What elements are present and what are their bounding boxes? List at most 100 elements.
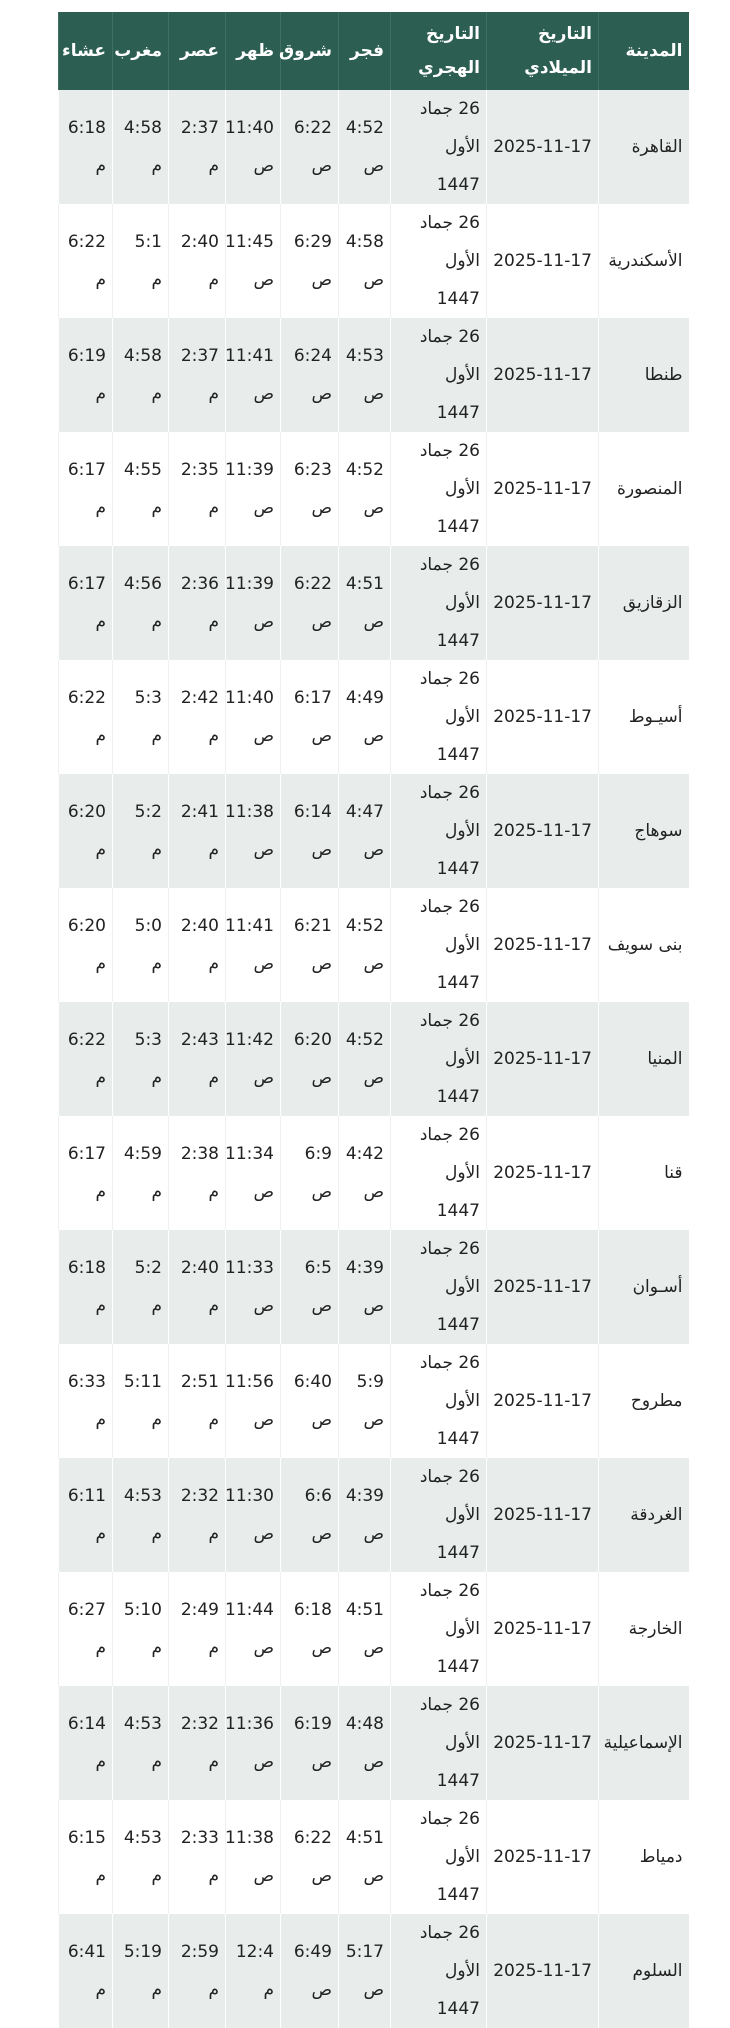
- header-maghrib: مغرب: [112, 12, 169, 90]
- cell-dhuhr: 11:38 ص: [225, 774, 281, 888]
- cell-dhuhr: 11:40 ص: [225, 90, 281, 204]
- cell-hijri: 26 جماد الأول 1447: [390, 1686, 487, 1800]
- cell-asr: 2:59 م: [168, 1914, 226, 2028]
- cell-gregorian: 2025-11-17: [486, 1002, 599, 1116]
- table-row: قنا 2025-11-17 26 جماد الأول 1447 4:42 ص 6:9…: [58, 1116, 689, 1230]
- cell-maghrib: 5:0 م: [112, 888, 169, 1002]
- table-row: طنطا 2025-11-17 26 جماد الأول 1447 4:53 ص 6:…: [58, 318, 689, 432]
- table-row: الأسكندرية 2025-11-17 26 جماد الأول 1447 4:…: [58, 204, 689, 318]
- table-header-row: المدينة التاريخ الميلادي التاريخ الهجري …: [58, 12, 689, 90]
- cell-isha: 6:22 م: [58, 1002, 113, 1116]
- cell-city: دمياط: [598, 1800, 689, 1914]
- cell-shuruq: 6:22 ص: [280, 546, 339, 660]
- cell-fajr: 4:39 ص: [338, 1230, 391, 1344]
- table-row: المنيا 2025-11-17 26 جماد الأول 1447 4:52 ص…: [58, 1002, 689, 1116]
- cell-isha: 6:33 م: [58, 1344, 113, 1458]
- cell-hijri: 26 جماد الأول 1447: [390, 90, 487, 204]
- cell-isha: 6:27 م: [58, 1572, 113, 1686]
- cell-isha: 6:17 م: [58, 1116, 113, 1230]
- cell-hijri: 26 جماد الأول 1447: [390, 432, 487, 546]
- cell-maghrib: 5:3 م: [112, 660, 169, 774]
- cell-city: قنا: [598, 1116, 689, 1230]
- cell-fajr: 4:58 ص: [338, 204, 391, 318]
- cell-maghrib: 4:56 م: [112, 546, 169, 660]
- cell-dhuhr: 11:39 ص: [225, 432, 281, 546]
- cell-isha: 6:11 م: [58, 1458, 113, 1572]
- cell-asr: 2:37 م: [168, 90, 226, 204]
- cell-fajr: 4:52 ص: [338, 888, 391, 1002]
- cell-gregorian: 2025-11-17: [486, 90, 599, 204]
- cell-fajr: 4:51 ص: [338, 1800, 391, 1914]
- table-row: الإسماعيلية 2025-11-17 26 جماد الأول 1447 4…: [58, 1686, 689, 1800]
- cell-fajr: 5:17 ص: [338, 1914, 391, 2028]
- cell-isha: 6:19 م: [58, 318, 113, 432]
- cell-city: المنصورة: [598, 432, 689, 546]
- cell-city: الزقازيق: [598, 546, 689, 660]
- cell-asr: 2:35 م: [168, 432, 226, 546]
- cell-maghrib: 5:3 م: [112, 1002, 169, 1116]
- cell-hijri: 26 جماد الأول 1447: [390, 1230, 487, 1344]
- header-hijri: التاريخ الهجري: [390, 12, 487, 90]
- cell-shuruq: 6:19 ص: [280, 1686, 339, 1800]
- cell-city: الغردقة: [598, 1458, 689, 1572]
- cell-asr: 2:36 م: [168, 546, 226, 660]
- header-fajr: فجر: [338, 12, 391, 90]
- cell-fajr: 4:52 ص: [338, 1002, 391, 1116]
- cell-maghrib: 4:58 م: [112, 318, 169, 432]
- cell-isha: 6:20 م: [58, 888, 113, 1002]
- header-city: المدينة: [598, 12, 689, 90]
- cell-gregorian: 2025-11-17: [486, 888, 599, 1002]
- cell-asr: 2:33 م: [168, 1800, 226, 1914]
- table-row: مطروح 2025-11-17 26 جماد الأول 1447 5:9 ص 6:…: [58, 1344, 689, 1458]
- cell-isha: 6:41 م: [58, 1914, 113, 2028]
- cell-gregorian: 2025-11-17: [486, 1344, 599, 1458]
- cell-asr: 2:40 م: [168, 888, 226, 1002]
- cell-dhuhr: 11:44 ص: [225, 1572, 281, 1686]
- cell-fajr: 4:49 ص: [338, 660, 391, 774]
- cell-gregorian: 2025-11-17: [486, 432, 599, 546]
- table-row: السلوم 2025-11-17 26 جماد الأول 1447 5:17 ص…: [58, 1914, 689, 2028]
- cell-dhuhr: 11:42 ص: [225, 1002, 281, 1116]
- cell-gregorian: 2025-11-17: [486, 1800, 599, 1914]
- cell-fajr: 4:42 ص: [338, 1116, 391, 1230]
- cell-dhuhr: 11:33 ص: [225, 1230, 281, 1344]
- cell-shuruq: 6:24 ص: [280, 318, 339, 432]
- table-row: الزقازيق 2025-11-17 26 جماد الأول 1447 4:51…: [58, 546, 689, 660]
- cell-isha: 6:15 م: [58, 1800, 113, 1914]
- cell-dhuhr: 11:38 ص: [225, 1800, 281, 1914]
- cell-shuruq: 6:6 ص: [280, 1458, 339, 1572]
- cell-city: الإسماعيلية: [598, 1686, 689, 1800]
- cell-city: طنطا: [598, 318, 689, 432]
- cell-shuruq: 6:9 ص: [280, 1116, 339, 1230]
- cell-shuruq: 6:40 ص: [280, 1344, 339, 1458]
- header-gregorian: التاريخ الميلادي: [486, 12, 599, 90]
- table-row: القاهرة 2025-11-17 26 جماد الأول 1447 4:52 …: [58, 90, 689, 204]
- header-dhuhr: ظهر: [225, 12, 281, 90]
- header-isha: عشاء: [58, 12, 113, 90]
- cell-shuruq: 6:22 ص: [280, 1800, 339, 1914]
- table-row: أسيـوط 2025-11-17 26 جماد الأول 1447 4:49 ص…: [58, 660, 689, 774]
- cell-asr: 2:32 م: [168, 1686, 226, 1800]
- cell-maghrib: 4:53 م: [112, 1800, 169, 1914]
- cell-maghrib: 5:10 م: [112, 1572, 169, 1686]
- cell-hijri: 26 جماد الأول 1447: [390, 888, 487, 1002]
- cell-gregorian: 2025-11-17: [486, 204, 599, 318]
- cell-dhuhr: 11:34 ص: [225, 1116, 281, 1230]
- cell-shuruq: 6:22 ص: [280, 90, 339, 204]
- cell-hijri: 26 جماد الأول 1447: [390, 1116, 487, 1230]
- cell-shuruq: 6:49 ص: [280, 1914, 339, 2028]
- cell-city: بنى سويف: [598, 888, 689, 1002]
- cell-asr: 2:51 م: [168, 1344, 226, 1458]
- cell-hijri: 26 جماد الأول 1447: [390, 774, 487, 888]
- cell-shuruq: 6:23 ص: [280, 432, 339, 546]
- cell-city: الأسكندرية: [598, 204, 689, 318]
- cell-hijri: 26 جماد الأول 1447: [390, 546, 487, 660]
- cell-dhuhr: 11:45 ص: [225, 204, 281, 318]
- cell-maghrib: 5:2 م: [112, 774, 169, 888]
- cell-isha: 6:18 م: [58, 90, 113, 204]
- table-row: الغردقة 2025-11-17 26 جماد الأول 1447 4:39 …: [58, 1458, 689, 1572]
- cell-fajr: 4:52 ص: [338, 432, 391, 546]
- cell-dhuhr: 11:41 ص: [225, 318, 281, 432]
- cell-gregorian: 2025-11-17: [486, 318, 599, 432]
